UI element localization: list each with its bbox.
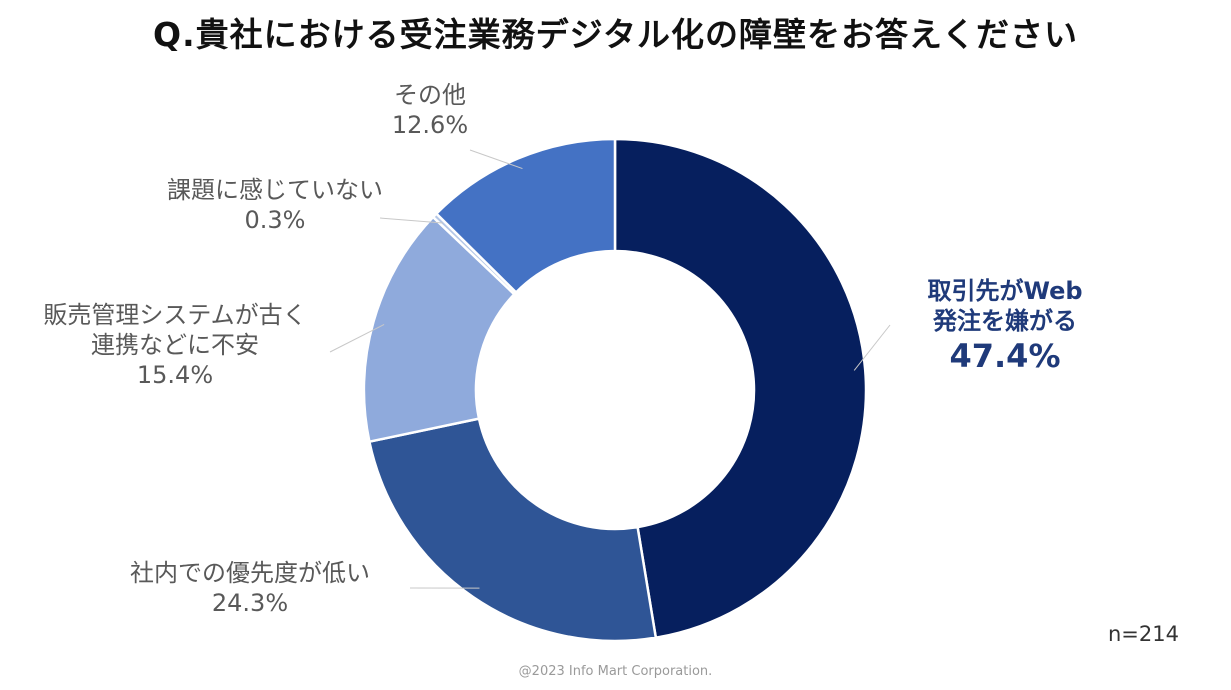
label-old-system-line1: 販売管理システムが古く	[43, 301, 307, 329]
label-other-line1: その他	[394, 81, 466, 109]
label-no-issue-value: 0.3%	[244, 206, 306, 234]
label-low-priority: 社内での優先度が低い 24.3%	[90, 558, 410, 618]
label-old-system: 販売管理システムが古く 連携などに不安 15.4%	[20, 300, 330, 390]
label-old-system-value: 15.4%	[136, 361, 214, 389]
label-no-issue: 課題に感じていない 0.3%	[140, 175, 410, 235]
label-low-priority-value: 24.3%	[211, 589, 289, 617]
label-old-system-line2: 連携などに不安	[91, 331, 259, 359]
chart-title: Q.貴社における受注業務デジタル化の障壁をお答えください	[153, 15, 1078, 54]
sample-size: n=214	[1108, 622, 1179, 646]
donut-slices	[362, 137, 868, 643]
label-web-order-reluctance-line1: 取引先がWeb	[927, 277, 1083, 305]
leader-line-other	[469, 149, 523, 170]
leader-line-no-issue	[379, 217, 443, 224]
leader-line-web-order-reluctance	[853, 324, 891, 371]
slice-other	[434, 137, 617, 295]
label-other-value: 12.6%	[391, 111, 469, 139]
copyright: @2023 Info Mart Corporation.	[518, 664, 713, 679]
slice-web-order-reluctance	[613, 137, 868, 640]
label-web-order-reluctance-value: 47.4%	[949, 337, 1061, 375]
label-low-priority-line1: 社内での優先度が低い	[130, 559, 370, 587]
leader-line-old-system	[329, 324, 385, 353]
label-other: その他 12.6%	[350, 80, 510, 140]
label-web-order-reluctance: 取引先がWeb 発注を嫌がる 47.4%	[905, 276, 1105, 376]
slice-low-priority	[367, 417, 658, 643]
label-no-issue-line1: 課題に感じていない	[167, 176, 383, 204]
leader-lines	[329, 149, 891, 589]
label-web-order-reluctance-line2: 発注を嫌がる	[933, 307, 1077, 335]
